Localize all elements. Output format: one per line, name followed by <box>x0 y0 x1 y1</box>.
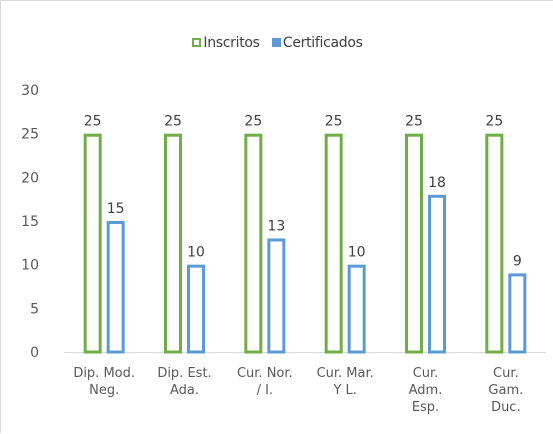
x-tick-label: Adm. <box>409 383 443 398</box>
bar-inscritos <box>405 133 423 354</box>
legend-item-certificados: Certificados <box>271 35 363 51</box>
y-tick-label: 0 <box>30 345 39 361</box>
x-tick-label: Cur. Nor. <box>237 366 293 381</box>
legend-swatch-inscritos <box>192 38 202 47</box>
bar-certificados <box>508 273 527 354</box>
y-tick-label: 25 <box>21 127 39 143</box>
y-tick-label: 15 <box>21 214 39 230</box>
bar-inscritos <box>324 133 343 354</box>
legend-label-inscritos: Inscritos <box>203 35 260 51</box>
data-label-inscritos: 25 <box>405 114 423 130</box>
y-tick-label: 30 <box>21 83 39 99</box>
x-tick-label: Dip. Est. <box>157 366 211 381</box>
y-tick-label: 20 <box>21 170 39 186</box>
bar-inscritos <box>83 133 102 354</box>
x-tick-label: Gam. <box>488 383 523 398</box>
x-tick-label: Esp. <box>412 400 439 415</box>
bar-certificados <box>428 194 446 354</box>
data-label-certificados: 10 <box>187 245 205 261</box>
legend: Inscritos Certificados <box>1 35 553 51</box>
data-label-certificados: 15 <box>107 201 125 217</box>
x-tick-label: Ada. <box>170 383 199 398</box>
bar-inscritos <box>244 133 263 354</box>
data-label-certificados: 9 <box>513 253 522 269</box>
x-tick-label: / I. <box>257 383 273 398</box>
legend-item-inscritos: Inscritos <box>192 35 260 51</box>
bar-inscritos <box>485 133 504 354</box>
x-tick-label: Dip. Mod. <box>73 366 135 381</box>
legend-swatch-certificados <box>271 38 281 47</box>
bar-certificados <box>347 264 366 354</box>
x-tick-label: Duc. <box>491 400 521 415</box>
legend-label-certificados: Certificados <box>282 35 363 51</box>
x-tick-label: Cur. <box>493 366 519 381</box>
x-tick-label: Cur. <box>413 366 439 381</box>
data-label-certificados: 10 <box>348 245 366 261</box>
bar-certificados <box>106 221 125 354</box>
bar-certificados <box>267 238 286 354</box>
x-tick-label: Neg. <box>89 383 119 398</box>
data-label-inscritos: 25 <box>325 114 343 130</box>
bar-inscritos <box>164 133 182 354</box>
x-tick-label: Y L. <box>332 383 356 398</box>
bar-certificados <box>187 264 205 354</box>
y-tick-label: 10 <box>21 258 39 274</box>
data-label-inscritos: 25 <box>485 114 503 130</box>
data-label-inscritos: 25 <box>164 114 182 130</box>
data-label-inscritos: 25 <box>244 114 262 130</box>
data-label-inscritos: 25 <box>84 114 102 130</box>
x-tick-label: Cur. Mar. <box>317 366 374 381</box>
y-tick-label: 5 <box>30 301 39 317</box>
data-label-certificados: 18 <box>428 175 446 191</box>
data-label-certificados: 13 <box>267 218 285 234</box>
